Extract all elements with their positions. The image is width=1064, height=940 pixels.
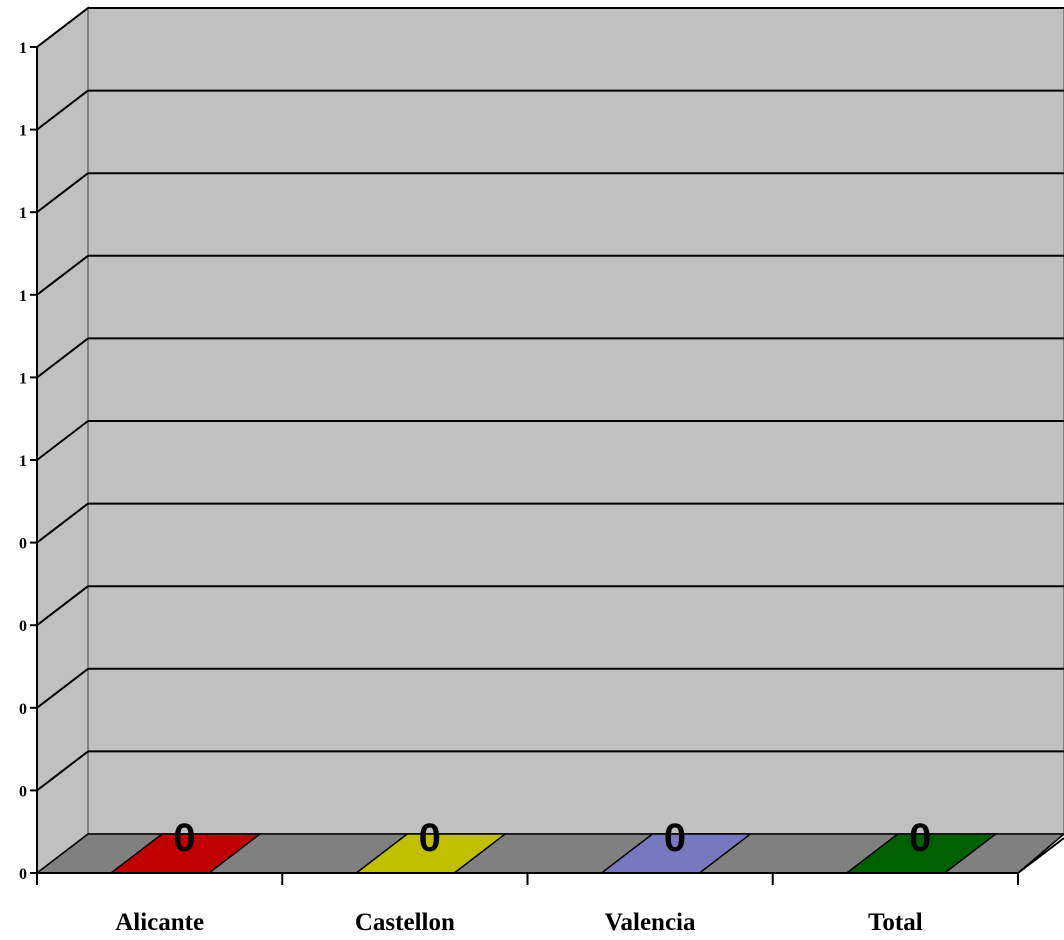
gridline-side: [36, 668, 89, 709]
x-category-label: Valencia: [605, 909, 696, 935]
x-category-label: Castellon: [355, 909, 455, 935]
x-axis-ticks: Alicante Castellon Valencia Total: [36, 873, 1019, 936]
data-labels: 0 0 0 0: [173, 816, 931, 860]
data-label: 0: [909, 816, 931, 860]
data-label: 0: [664, 816, 686, 860]
y-tick-label: 0: [19, 866, 27, 883]
y-tick-label: 0: [19, 701, 27, 718]
gridlines: [36, 7, 1064, 792]
gridline-side: [36, 255, 89, 296]
y-tick-label: 1: [19, 453, 27, 470]
data-label: 0: [419, 816, 441, 860]
gridline-side: [36, 420, 89, 461]
y-axis-ticks: 0 0 0 0 0 1 1 1 1 1 1: [19, 40, 37, 883]
y-tick-label: 0: [19, 618, 27, 635]
data-label: 0: [173, 816, 195, 860]
gridline-side: [36, 585, 89, 626]
gridline-side: [36, 89, 89, 131]
y-tick-label: 1: [19, 370, 27, 387]
gridline-side: [36, 750, 89, 792]
y-tick-label: 0: [19, 783, 27, 800]
gridline-side: [36, 502, 89, 544]
x-category-label: Total: [868, 909, 923, 935]
gridline-side: [36, 172, 89, 213]
y-tick-label: 1: [19, 288, 27, 305]
y-tick-label: 1: [19, 40, 27, 57]
y-tick-label: 1: [19, 205, 27, 222]
gridline-side: [36, 337, 89, 379]
y-tick-label: 0: [19, 536, 27, 553]
y-tick-label: 1: [19, 123, 27, 140]
x-category-label: Alicante: [115, 909, 204, 935]
floor-right-edge: [1017, 837, 1064, 874]
gridline-side: [36, 7, 89, 48]
